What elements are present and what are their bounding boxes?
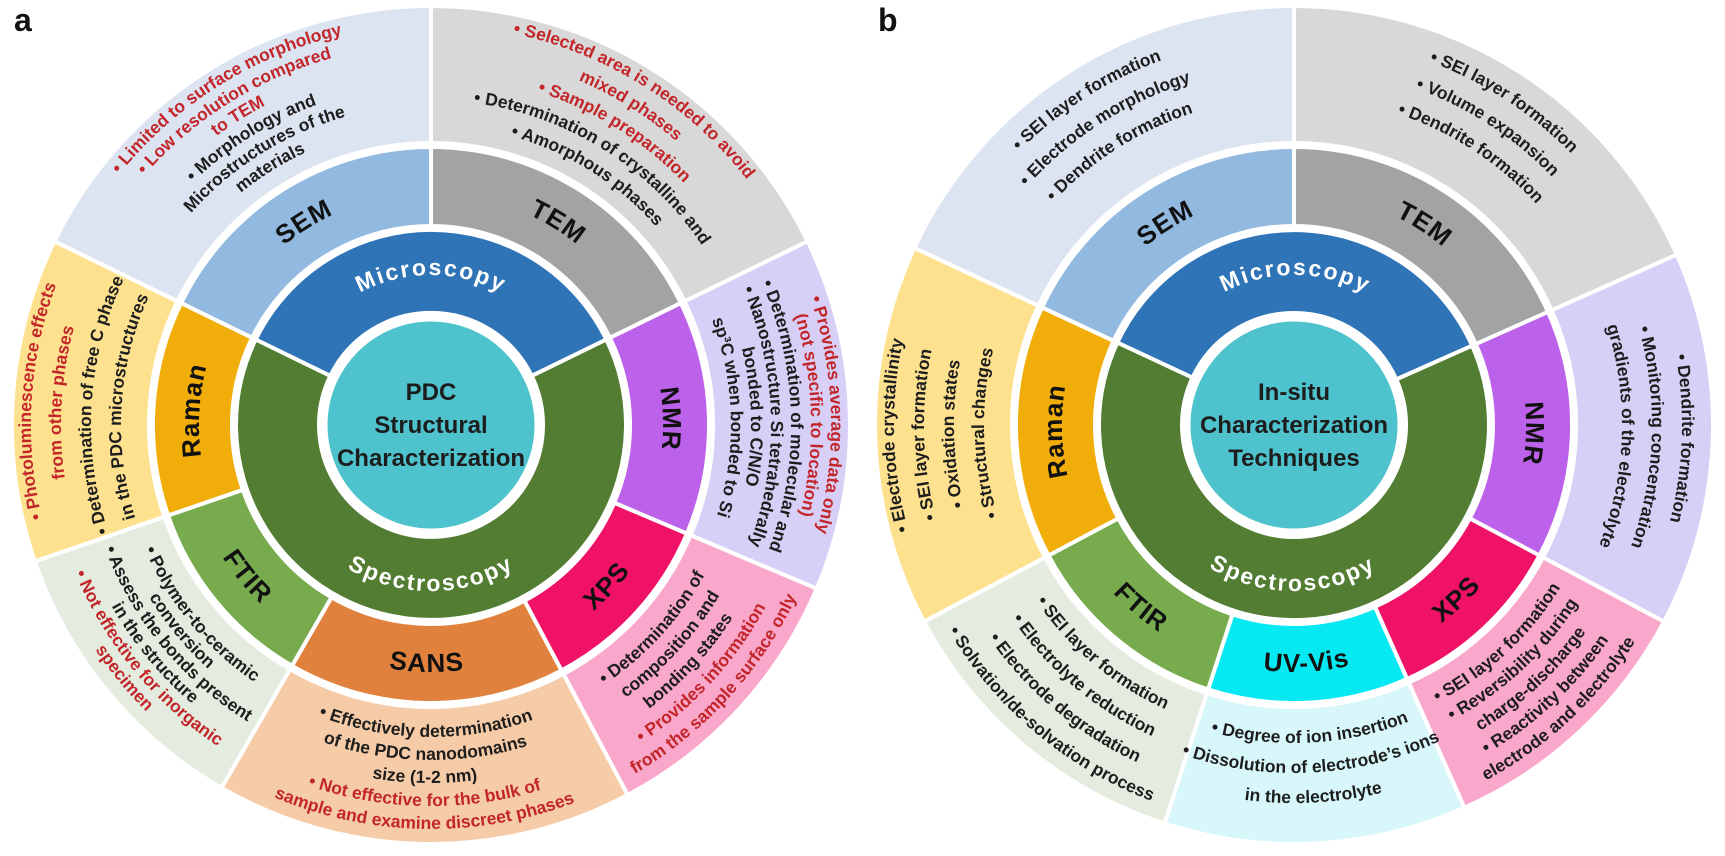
category-microscopy-arc	[1115, 228, 1475, 382]
tem-outer-wedge	[1292, 4, 1679, 313]
center-circle	[1185, 316, 1403, 534]
center-title: In-situ Characterization Techniques	[1200, 379, 1388, 472]
diagram-a-mount: PDC Structural Characterization Microscopy S…	[0, 0, 862, 851]
sans-label: SANS	[388, 645, 465, 678]
diagram-b-mount: In-situ Characterization Techniques Microsc…	[863, 0, 1725, 851]
panel-b-label: b	[878, 2, 898, 38]
sem-outer-wedge	[52, 4, 433, 304]
raman-label: Raman	[1038, 382, 1074, 481]
nmr-label: NMR	[654, 385, 687, 452]
raman-outer-wedge	[873, 245, 1047, 624]
raman-band	[1013, 305, 1121, 558]
diagram-a: PDC Structural CharacterizationMicroscopyS…	[10, 4, 852, 847]
raman-outer-wedge	[10, 239, 180, 564]
center-title: PDC Structural Characterization	[337, 379, 525, 472]
sem-outer-wedge	[912, 4, 1296, 308]
nmr-label: NMR	[1517, 401, 1550, 468]
raman-label: Raman	[175, 360, 213, 459]
category-spectroscopy-arc	[1097, 340, 1491, 623]
category-microscopy-arc	[253, 227, 609, 378]
panel-a-label: a	[14, 2, 32, 38]
diagram-b: In-situ Characterization TechniquesMicrosc…	[873, 4, 1715, 847]
raman-band	[150, 301, 255, 518]
tem-outer-wedge	[429, 4, 810, 304]
category-spectroscopy-arc	[234, 337, 628, 622]
center-circle	[322, 316, 540, 534]
